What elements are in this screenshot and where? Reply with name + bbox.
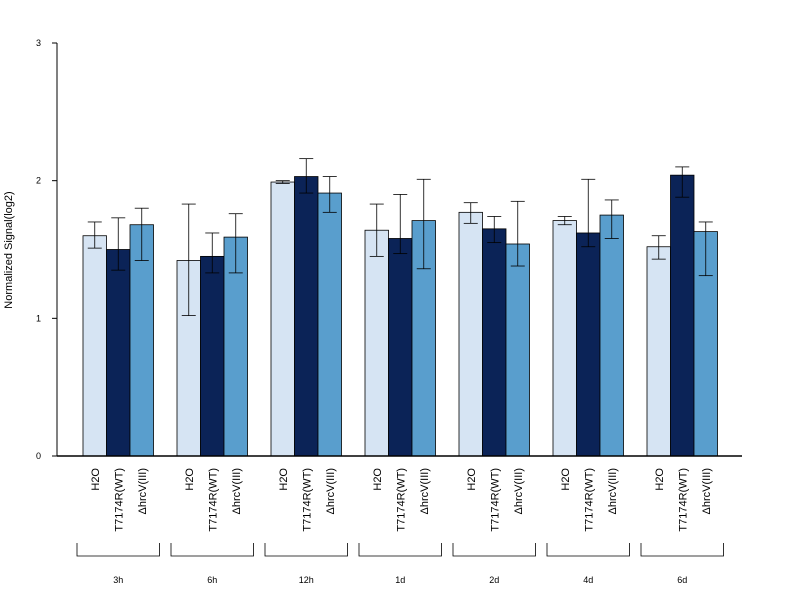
bar [317, 192, 342, 457]
group-label: 1d [395, 575, 405, 585]
category-label: ΔhrcV(III) [419, 468, 431, 514]
category-label: ΔhrcV(III) [513, 468, 525, 514]
category-label: ΔhrcV(III) [231, 468, 243, 514]
y-tick-label: 1 [36, 313, 41, 323]
bar [106, 249, 131, 457]
bar [458, 211, 483, 457]
group-brackets: 3h 6h 12h 1d 2d 4d 6d [76, 543, 724, 585]
bar [576, 232, 601, 457]
group-bracket [76, 543, 160, 557]
bar [270, 181, 295, 457]
bar [82, 235, 107, 457]
category-label: ΔhrcV(III) [325, 468, 337, 514]
category-labels: H2O T7174R(WT) ΔhrcV(III) H2O T7174R(WT) Δhrc… [90, 468, 713, 532]
bar [599, 214, 624, 457]
category-label: H2O [90, 468, 102, 491]
bar [388, 238, 413, 457]
bar [482, 228, 507, 457]
bar [552, 220, 577, 457]
category-label: H2O [278, 468, 290, 491]
y-axis-title: Normalized Signal(log2) [3, 191, 15, 308]
category-label: T7174R(WT) [489, 468, 501, 532]
category-label: H2O [466, 468, 478, 491]
group-bracket [264, 543, 348, 557]
group-label: 3h [113, 575, 123, 585]
group-label: 6d [677, 575, 687, 585]
group-bracket [546, 543, 630, 557]
category-label: T7174R(WT) [207, 468, 219, 532]
y-tick-label: 2 [36, 176, 41, 186]
y-tick-label: 3 [36, 38, 41, 48]
category-label: ΔhrcV(III) [607, 468, 619, 514]
group-bracket [358, 543, 442, 557]
error-bars [87, 158, 713, 316]
category-label: ΔhrcV(III) [137, 468, 149, 514]
group-label: 2d [489, 575, 499, 585]
category-label: H2O [654, 468, 666, 491]
bar [505, 243, 530, 457]
category-label: H2O [560, 468, 572, 491]
group-label: 12h [299, 575, 314, 585]
group-label: 4d [583, 575, 593, 585]
y-axis: 0 1 2 3 [36, 38, 58, 461]
bar [646, 246, 671, 457]
group-label: 6h [207, 575, 217, 585]
category-label: H2O [184, 468, 196, 491]
bar [200, 255, 225, 457]
bars [82, 174, 718, 457]
category-label: ΔhrcV(III) [701, 468, 713, 514]
category-label: T7174R(WT) [677, 468, 689, 532]
y-tick-label: 0 [36, 451, 41, 461]
bar [364, 229, 389, 457]
group-bracket [452, 543, 536, 557]
group-bracket [640, 543, 724, 557]
category-label: T7174R(WT) [583, 468, 595, 532]
group-bracket [170, 543, 254, 557]
bar [670, 174, 695, 457]
category-label: T7174R(WT) [113, 468, 125, 532]
category-label: H2O [372, 468, 384, 491]
category-label: T7174R(WT) [395, 468, 407, 532]
bar [294, 176, 319, 457]
category-label: T7174R(WT) [301, 468, 313, 532]
